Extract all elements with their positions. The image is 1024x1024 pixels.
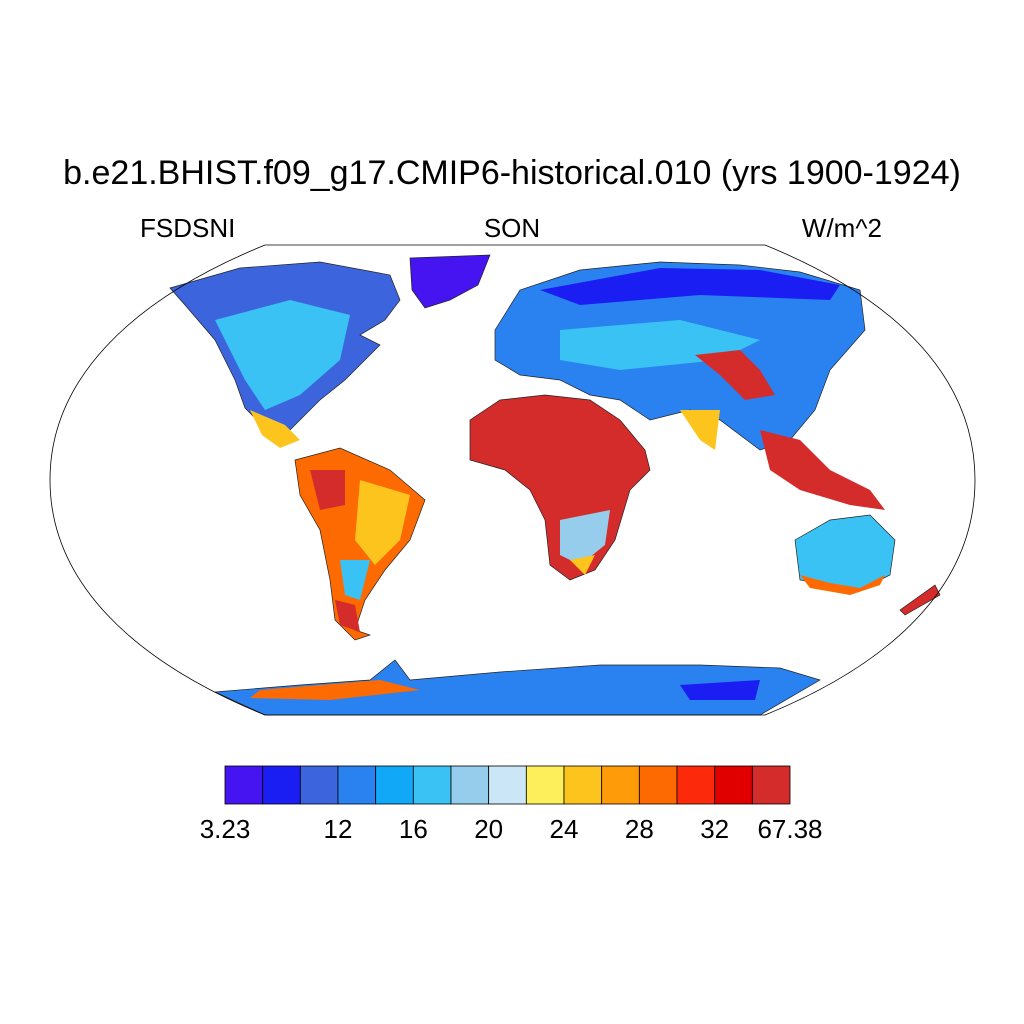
colorbar-label: 32 [700,814,729,844]
land [800,575,885,595]
title: b.e21.BHIST.f09_g17.CMIP6-historical.010… [63,154,961,192]
colorbar-box [224,765,264,805]
colorbar-box [337,765,377,805]
center-string: SON [484,213,540,243]
colorbar-box [262,765,301,805]
colorbar-box [488,765,527,805]
colorbar-box [412,765,452,805]
colorbar-box [563,765,603,805]
colorbar-label: 16 [399,814,428,844]
land [560,510,610,565]
land [760,430,885,510]
land [215,300,350,410]
land [355,480,410,565]
colorbar-box [714,765,753,805]
land [340,560,370,600]
colorbar-box [299,765,339,805]
colorbar-label: 3.23 [200,814,251,844]
land [335,600,360,632]
colorbar-label: 67.38 [757,814,822,844]
land [570,555,595,575]
colorbar-box [676,765,716,805]
map [49,244,976,716]
colorbar-box [450,765,490,805]
colorbar-box [638,765,678,805]
map-outline [49,244,976,716]
colorbar-box [751,765,791,805]
colorbar-box [601,765,640,805]
land [250,410,300,448]
colorbar-label: 24 [550,814,579,844]
land [899,584,941,616]
colorbar-box [525,765,565,805]
colorbar-label: 12 [324,814,353,844]
land [695,350,775,400]
land [540,268,840,305]
land [409,254,491,309]
land [680,680,760,700]
left-string: FSDSNI [140,213,235,243]
land [680,410,720,450]
land [310,470,345,510]
colorbar-label: 28 [625,814,654,844]
colorbar: 3.23 12 16 20 24 28 32 67.38 [200,765,823,844]
right-string: W/m^2 [802,213,882,243]
colorbar-label: 20 [474,814,503,844]
land [250,680,420,700]
colorbar-box [375,765,414,805]
